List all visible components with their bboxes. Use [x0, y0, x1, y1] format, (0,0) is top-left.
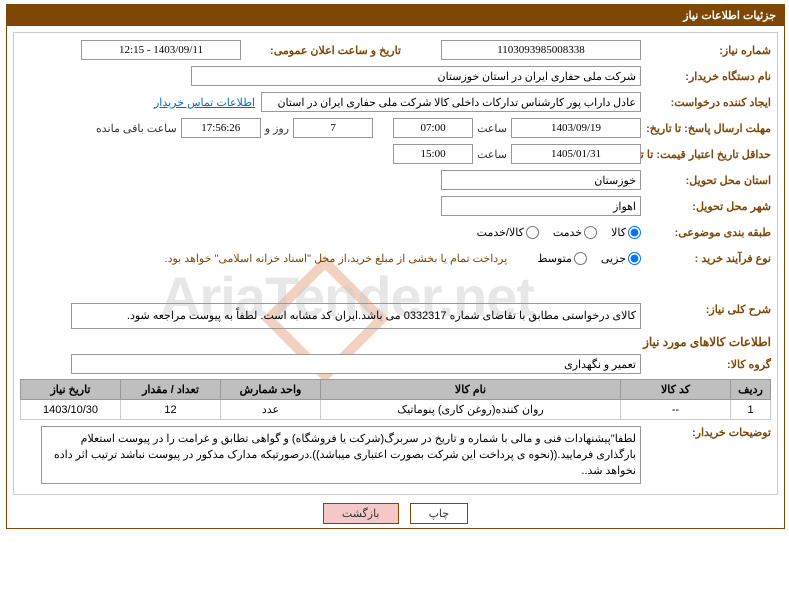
announce-field[interactable]	[81, 40, 241, 60]
cat-service-radio[interactable]	[584, 226, 597, 239]
process-label: نوع فرآیند خرید :	[641, 252, 771, 265]
back-button[interactable]: بازگشت	[323, 503, 399, 524]
general-desc-label: شرح کلی نیاز:	[641, 303, 771, 316]
td-date: 1403/10/30	[21, 400, 121, 420]
category-label: طبقه بندی موضوعی:	[641, 226, 771, 239]
th-unit: واحد شمارش	[221, 380, 321, 400]
proc-small-label: جزیی	[601, 252, 626, 265]
td-unit: عدد	[221, 400, 321, 420]
contact-link[interactable]: اطلاعات تماس خریدار	[154, 96, 255, 109]
cat-goods-radio[interactable]	[628, 226, 641, 239]
cat-both-radio[interactable]	[526, 226, 539, 239]
goods-section-title: اطلاعات کالاهای مورد نیاز	[20, 335, 771, 349]
announce-label: تاریخ و ساعت اعلان عمومی:	[241, 44, 401, 57]
city-label: شهر محل تحویل:	[641, 200, 771, 213]
button-row: چاپ بازگشت	[7, 503, 784, 524]
countdown-field[interactable]	[181, 118, 261, 138]
time-label-2: ساعت	[473, 148, 511, 161]
requester-label: ایجاد کننده درخواست:	[641, 96, 771, 109]
td-qty: 12	[121, 400, 221, 420]
th-name: نام کالا	[321, 380, 621, 400]
buyer-org-label: نام دستگاه خریدار:	[641, 70, 771, 83]
th-date: تاریخ نیاز	[21, 380, 121, 400]
deadline-time-field[interactable]	[393, 118, 473, 138]
category-radio-group: کالا خدمت کالا/خدمت	[467, 226, 641, 239]
td-row: 1	[731, 400, 771, 420]
th-row: ردیف	[731, 380, 771, 400]
proc-medium-radio[interactable]	[574, 252, 587, 265]
general-desc-box: کالای درخواستی مطابق با تقاضای شماره 033…	[71, 303, 641, 329]
need-number-field[interactable]	[441, 40, 641, 60]
th-qty: تعداد / مقدار	[121, 380, 221, 400]
cat-both-label: کالا/خدمت	[477, 226, 524, 239]
validity-label: حداقل تاریخ اعتبار قیمت: تا تاریخ:	[641, 148, 771, 161]
deadline-date-field[interactable]	[511, 118, 641, 138]
buyer-notes-label: توضیحات خریدار:	[641, 426, 771, 439]
buyer-notes-box: لطفا"پیشنهادات فنی و مالی با شماره و تار…	[41, 426, 641, 484]
process-radio-group: جزیی متوسط	[527, 252, 641, 265]
cat-service-label: خدمت	[553, 226, 582, 239]
validity-date-field[interactable]	[511, 144, 641, 164]
td-name: روان کننده(روغن کاری) پنوماتیک	[321, 400, 621, 420]
countdown-suffix: ساعت باقی مانده	[92, 122, 181, 135]
main-panel: جزئیات اطلاعات نیاز شماره نیاز: تاریخ و …	[6, 4, 785, 529]
group-field[interactable]	[71, 354, 641, 374]
td-code: --	[621, 400, 731, 420]
time-label-1: ساعت	[473, 122, 511, 135]
cat-goods-label: کالا	[611, 226, 626, 239]
group-label: گروه کالا:	[641, 358, 771, 371]
province-label: استان محل تحویل:	[641, 174, 771, 187]
deadline-label: مهلت ارسال پاسخ: تا تاریخ:	[641, 122, 771, 135]
th-code: کد کالا	[621, 380, 731, 400]
goods-table: ردیف کد کالا نام کالا واحد شمارش تعداد /…	[20, 379, 771, 420]
days-suffix: روز و	[261, 122, 293, 135]
proc-medium-label: متوسط	[537, 252, 572, 265]
validity-time-field[interactable]	[393, 144, 473, 164]
process-note: پرداخت تمام یا بخشی از مبلغ خرید،از محل …	[165, 252, 508, 265]
requester-field[interactable]	[261, 92, 641, 112]
print-button[interactable]: چاپ	[410, 503, 469, 524]
province-field[interactable]	[441, 170, 641, 190]
table-row: 1 -- روان کننده(روغن کاری) پنوماتیک عدد …	[21, 400, 771, 420]
city-field[interactable]	[441, 196, 641, 216]
days-field[interactable]	[293, 118, 373, 138]
buyer-org-field[interactable]	[191, 66, 641, 86]
need-number-label: شماره نیاز:	[641, 44, 771, 57]
panel-title: جزئیات اطلاعات نیاز	[7, 5, 784, 26]
proc-small-radio[interactable]	[628, 252, 641, 265]
